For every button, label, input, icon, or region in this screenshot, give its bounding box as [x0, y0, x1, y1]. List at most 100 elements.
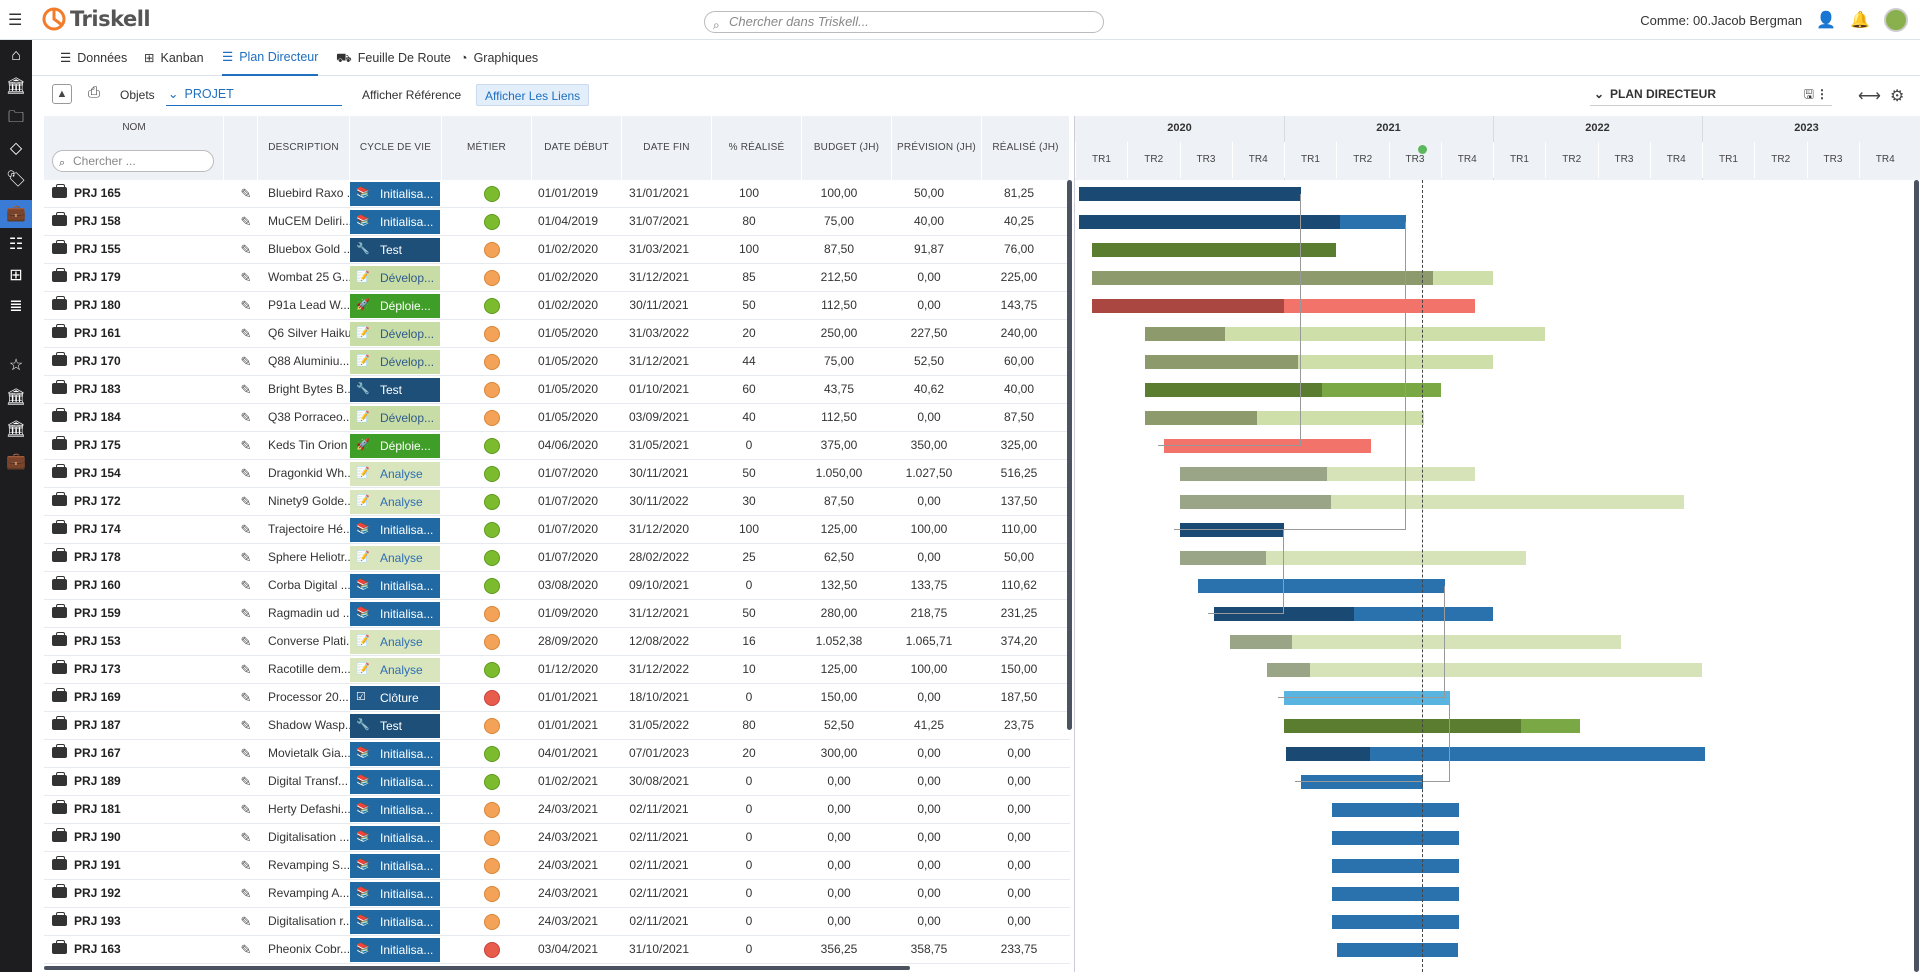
col-date-debut[interactable]: DATE DÉBUT — [532, 116, 622, 180]
gantt-bar[interactable] — [1214, 607, 1493, 621]
edit-icon[interactable]: ✎ — [240, 942, 252, 957]
gantt-bar[interactable] — [1332, 915, 1459, 929]
project-name[interactable]: PRJ 187 — [52, 712, 224, 739]
table-row[interactable]: PRJ 189 ✎ Digital Transf... 📚 Initialisa... 0… — [44, 768, 1070, 796]
institution-icon-2[interactable]: 🏛 — [5, 389, 27, 406]
project-name[interactable]: PRJ 192 — [52, 880, 224, 907]
gantt-bar[interactable] — [1144, 327, 1545, 341]
table-row[interactable]: PRJ 183 ✎ Bright Bytes B... 🔧 Test 01/05/2020… — [44, 376, 1070, 404]
gantt-bar[interactable] — [1337, 943, 1458, 957]
table-row[interactable]: PRJ 179 ✎ Wombat 25 G... 📝 Dévelop... 01/02/2… — [44, 264, 1070, 292]
table-row[interactable]: PRJ 165 ✎ Bluebird Raxo ... 📚 Initialisa... 0… — [44, 180, 1070, 208]
global-search-input[interactable]: ⌕ Chercher dans Triskell... — [704, 11, 1104, 33]
tab-feuille-de-route[interactable]: ⛟ Feuille De Route — [336, 40, 451, 76]
gantt-bar[interactable] — [1179, 467, 1475, 481]
logo[interactable]: Triskell — [42, 7, 151, 31]
col-prevision[interactable]: PRÉVISION (JH) — [892, 116, 982, 180]
table-row[interactable]: PRJ 158 ✎ MuCEM Deliri... 📚 Initialisa... 01/… — [44, 208, 1070, 236]
edit-icon[interactable]: ✎ — [240, 886, 252, 901]
project-name[interactable]: PRJ 161 — [52, 320, 224, 347]
gantt-bar[interactable] — [1079, 187, 1302, 201]
table-row[interactable]: PRJ 167 ✎ Movietalk Gia... 📚 Initialisa... 04… — [44, 740, 1070, 768]
institution-icon[interactable]: 🏛 — [5, 78, 27, 95]
gantt-bar[interactable] — [1079, 215, 1406, 229]
gantt-bar[interactable] — [1332, 887, 1459, 901]
edit-icon[interactable]: ✎ — [240, 382, 252, 397]
table-row[interactable]: PRJ 153 ✎ Converse Plati... 📝 Analyse 28/09/2… — [44, 628, 1070, 656]
gantt-bar[interactable] — [1179, 523, 1284, 537]
project-name[interactable]: PRJ 174 — [52, 516, 224, 543]
edit-icon[interactable]: ✎ — [240, 494, 252, 509]
edit-icon[interactable]: ✎ — [240, 214, 252, 229]
project-name[interactable]: PRJ 190 — [52, 824, 224, 851]
table-row[interactable]: PRJ 191 ✎ Revamping S... 📚 Initialisa... 24/0… — [44, 852, 1070, 880]
edit-icon[interactable]: ✎ — [240, 858, 252, 873]
project-name[interactable]: PRJ 169 — [52, 684, 224, 711]
table-row[interactable]: PRJ 173 ✎ Racotille dem... 📝 Analyse 01/12/20… — [44, 656, 1070, 684]
gantt-bar[interactable] — [1092, 299, 1475, 313]
edit-icon[interactable]: ✎ — [240, 354, 252, 369]
diamond-icon[interactable]: ◇ — [9, 140, 23, 157]
project-name[interactable]: PRJ 155 — [52, 236, 224, 263]
project-name[interactable]: PRJ 179 — [52, 264, 224, 291]
project-name[interactable]: PRJ 158 — [52, 208, 224, 235]
table-row[interactable]: PRJ 180 ✎ P91a Lead W... 🚀 Déploie... 01/02/2… — [44, 292, 1070, 320]
table-row[interactable]: PRJ 170 ✎ Q88 Aluminiu... 📝 Dévelop... 01/05/… — [44, 348, 1070, 376]
afficher-reference-button[interactable]: Afficher Référence — [362, 88, 462, 102]
more-icon[interactable]: ⋮ — [1816, 87, 1828, 101]
table-row[interactable]: PRJ 160 ✎ Corba Digital ... 📚 Initialisa... 0… — [44, 572, 1070, 600]
gantt-bar[interactable] — [1144, 355, 1493, 369]
project-name[interactable]: PRJ 160 — [52, 572, 224, 599]
tab-donnees[interactable]: ☰ Données — [60, 40, 127, 76]
edit-icon[interactable]: ✎ — [240, 242, 252, 257]
briefcase-icon-2[interactable]: 💼 — [6, 453, 26, 470]
settings-icon[interactable]: ⚙ — [1890, 88, 1905, 105]
tag-icon[interactable]: 🏷 — [5, 171, 27, 188]
table-row[interactable]: PRJ 187 ✎ Shadow Wasp... 🔧 Test 01/01/2021 31/… — [44, 712, 1070, 740]
edit-icon[interactable]: ✎ — [240, 466, 252, 481]
project-name[interactable]: PRJ 170 — [52, 348, 224, 375]
project-name[interactable]: PRJ 153 — [52, 628, 224, 655]
grid-horizontal-scrollbar[interactable] — [44, 966, 910, 970]
project-name[interactable]: PRJ 191 — [52, 852, 224, 879]
project-name[interactable]: PRJ 165 — [52, 180, 224, 207]
project-name[interactable]: PRJ 163 — [52, 936, 224, 963]
edit-icon[interactable]: ✎ — [240, 186, 252, 201]
edit-icon[interactable]: ✎ — [240, 606, 252, 621]
table-row[interactable]: PRJ 181 ✎ Herty Defashi... 📚 Initialisa... 24… — [44, 796, 1070, 824]
gantt-bar[interactable] — [1301, 775, 1423, 789]
name-search-input[interactable]: ⌕ Chercher ... — [52, 150, 214, 172]
edit-icon[interactable]: ✎ — [240, 830, 252, 845]
gantt-bar[interactable] — [1266, 663, 1702, 677]
project-name[interactable]: PRJ 184 — [52, 404, 224, 431]
col-realise[interactable]: RÉALISÉ (JH) — [982, 116, 1070, 180]
project-name[interactable]: PRJ 159 — [52, 600, 224, 627]
gantt-bar[interactable] — [1229, 635, 1622, 649]
edit-icon[interactable]: ✎ — [240, 550, 252, 565]
edit-icon[interactable]: ✎ — [240, 690, 252, 705]
edit-icon[interactable]: ✎ — [240, 578, 252, 593]
project-name[interactable]: PRJ 173 — [52, 656, 224, 683]
table-row[interactable]: PRJ 172 ✎ Ninety9 Golde... 📝 Analyse 01/07/20… — [44, 488, 1070, 516]
gantt-vertical-scrollbar[interactable] — [1914, 180, 1919, 972]
gantt-bar[interactable] — [1092, 243, 1336, 257]
gantt-bar[interactable] — [1198, 579, 1446, 593]
table-row[interactable]: PRJ 163 ✎ Pheonix Cobr... 📚 Initialisa... 03/… — [44, 936, 1070, 964]
menu-icon[interactable]: ☰ — [8, 12, 23, 29]
project-name[interactable]: PRJ 193 — [52, 908, 224, 935]
object-type-select[interactable]: ⌄ PROJET — [166, 82, 342, 106]
col-description[interactable]: DESCRIPTION — [258, 116, 350, 180]
user-switch-icon[interactable]: 👤 — [1816, 12, 1837, 29]
project-name[interactable]: PRJ 189 — [52, 768, 224, 795]
institution-icon-3[interactable]: 🏛 — [5, 421, 27, 438]
project-name[interactable]: PRJ 172 — [52, 488, 224, 515]
project-name[interactable]: PRJ 183 — [52, 376, 224, 403]
plan-selector[interactable]: ⌄ PLAN DIRECTEUR 🖫 ⋮ — [1590, 82, 1832, 106]
edit-icon[interactable]: ✎ — [240, 914, 252, 929]
gantt-bar[interactable] — [1285, 747, 1706, 761]
hierarchy-icon[interactable]: ⊞ — [9, 267, 23, 284]
project-name[interactable]: PRJ 167 — [52, 740, 224, 767]
col-budget[interactable]: BUDGET (JH) — [802, 116, 892, 180]
print-icon[interactable]: ⎙ — [87, 84, 100, 101]
table-row[interactable]: PRJ 174 ✎ Trajectoire Hé... 📚 Initialisa... 0… — [44, 516, 1070, 544]
